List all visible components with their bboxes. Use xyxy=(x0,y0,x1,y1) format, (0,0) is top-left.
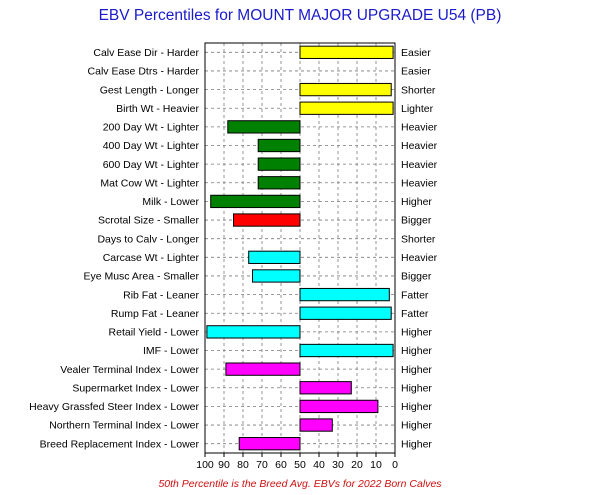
x-tick-label: 80 xyxy=(237,459,249,471)
bar-rib-fat-leaner xyxy=(299,287,390,302)
bar-northern-terminal-index-lower xyxy=(299,418,333,432)
trait-direction-600-day-wt-lighter: Heavier xyxy=(401,159,438,171)
bar-milk-lower xyxy=(210,194,301,209)
bar-eye-musc-area-smaller xyxy=(252,269,301,283)
bar-scrotal-size-smaller xyxy=(233,213,301,227)
bar-mat-cow-wt-lighter xyxy=(257,176,301,190)
trait-direction-imf-lower: Higher xyxy=(401,345,432,357)
bar-carcase-wt-lighter xyxy=(248,250,301,264)
trait-direction-400-day-wt-lighter: Heavier xyxy=(401,140,438,152)
trait-label-eye-musc-area-smaller: Eye Musc Area - Smaller xyxy=(83,271,199,283)
trait-label-carcase-wt-lighter: Carcase Wt - Lighter xyxy=(103,252,200,264)
trait-direction-birth-wt-heavier: Lighter xyxy=(401,103,434,115)
trait-direction-rib-fat-leaner: Fatter xyxy=(401,289,429,301)
x-axis-ticks: 100 90 80 70 60 50 40 30 20 10 0 xyxy=(196,453,398,471)
trait-direction-eye-musc-area-smaller: Bigger xyxy=(401,271,432,283)
trait-label-imf-lower: IMF - Lower xyxy=(143,345,200,357)
bar-600-day-wt-lighter xyxy=(257,157,301,171)
trait-direction-scrotal-size-smaller: Bigger xyxy=(401,215,432,227)
trait-label-northern-terminal-index-lower: Northern Terminal Index - Lower xyxy=(49,420,199,432)
trait-direction-retail-yield-lower: Higher xyxy=(401,327,432,339)
trait-label-heavy-grassfed-steer-index-lower: Heavy Grassfed Steer Index - Lower xyxy=(29,401,199,413)
bar-birth-wt-heavier xyxy=(299,101,394,115)
x-tick-label: 40 xyxy=(313,459,325,471)
trait-labels: Calv Ease Dir - Harder Easier Calv Ease Dt… xyxy=(29,47,438,450)
x-tick-label: 70 xyxy=(256,459,268,471)
bar-200-day-wt-lighter xyxy=(227,120,301,134)
bar-400-day-wt-lighter xyxy=(257,138,301,153)
x-tick-label: 10 xyxy=(370,459,382,471)
trait-direction-heavy-grassfed-steer-index-lower: Higher xyxy=(401,401,432,413)
trait-label-gest-length-longer: Gest Length - Longer xyxy=(100,84,200,96)
trait-label-breed-replacement-index-lower: Breed Replacement Index - Lower xyxy=(40,438,200,450)
trait-label-supermarket-index-lower: Supermarket Index - Lower xyxy=(72,382,199,394)
trait-label-scrotal-size-smaller: Scrotal Size - Smaller xyxy=(98,215,199,227)
trait-direction-gest-length-longer: Shorter xyxy=(401,84,436,96)
trait-label-days-to-calv-longer: Days to Calv - Longer xyxy=(97,233,199,245)
trait-label-vealer-terminal-index-lower: Vealer Terminal Index - Lower xyxy=(60,364,199,376)
trait-direction-mat-cow-wt-lighter: Heavier xyxy=(401,177,438,189)
bar-imf-lower xyxy=(299,343,394,358)
x-tick-label: 90 xyxy=(218,459,230,471)
trait-direction-calv-ease-dir-harder: Easier xyxy=(401,47,431,59)
trait-direction-carcase-wt-lighter: Heavier xyxy=(401,252,438,264)
trait-label-rump-fat-leaner: Rump Fat - Leaner xyxy=(111,308,200,320)
trait-direction-calv-ease-dtrs-harder: Easier xyxy=(401,66,431,78)
trait-label-birth-wt-heavier: Birth Wt - Heavier xyxy=(116,103,199,115)
trait-direction-supermarket-index-lower: Higher xyxy=(401,382,432,394)
trait-direction-days-to-calv-longer: Shorter xyxy=(401,233,436,245)
bar-breed-replacement-index-lower xyxy=(238,437,301,451)
trait-direction-milk-lower: Higher xyxy=(401,196,432,208)
bar-gest-length-longer xyxy=(299,82,392,97)
bar-rump-fat-leaner xyxy=(299,306,392,320)
trait-direction-vealer-terminal-index-lower: Higher xyxy=(401,364,432,376)
x-tick-label: 60 xyxy=(275,459,287,471)
x-tick-label: 50 xyxy=(294,459,306,471)
trait-direction-200-day-wt-lighter: Heavier xyxy=(401,122,438,134)
x-tick-label: 30 xyxy=(332,459,344,471)
trait-direction-northern-terminal-index-lower: Higher xyxy=(401,420,432,432)
x-tick-label: 20 xyxy=(351,459,363,471)
trait-label-mat-cow-wt-lighter: Mat Cow Wt - Lighter xyxy=(100,177,199,189)
trait-label-calv-ease-dtrs-harder: Calv Ease Dtrs - Harder xyxy=(88,66,200,78)
bar-supermarket-index-lower xyxy=(299,381,352,395)
trait-label-200-day-wt-lighter: 200 Day Wt - Lighter xyxy=(103,122,200,134)
trait-label-calv-ease-dir-harder: Calv Ease Dir - Harder xyxy=(93,47,199,59)
trait-direction-rump-fat-leaner: Fatter xyxy=(401,308,429,320)
x-tick-label: 0 xyxy=(392,459,398,471)
bar-retail-yield-lower xyxy=(206,325,301,339)
trait-label-400-day-wt-lighter: 400 Day Wt - Lighter xyxy=(103,140,200,152)
bars xyxy=(206,45,394,451)
bar-calv-ease-dir-harder xyxy=(299,45,394,59)
trait-label-rib-fat-leaner: Rib Fat - Leaner xyxy=(123,289,199,301)
trait-label-milk-lower: Milk - Lower xyxy=(142,196,199,208)
bar-heavy-grassfed-steer-index-lower xyxy=(299,399,379,414)
x-tick-label: 100 xyxy=(196,459,214,471)
footnote: 50th Percentile is the Breed Avg. EBVs f… xyxy=(158,478,442,490)
bar-vealer-terminal-index-lower xyxy=(225,362,301,376)
trait-label-600-day-wt-lighter: 600 Day Wt - Lighter xyxy=(103,159,200,171)
trait-label-retail-yield-lower: Retail Yield - Lower xyxy=(109,327,200,339)
chart-title: EBV Percentiles for MOUNT MAJOR UPGRADE … xyxy=(99,7,502,24)
trait-direction-breed-replacement-index-lower: Higher xyxy=(401,438,432,450)
